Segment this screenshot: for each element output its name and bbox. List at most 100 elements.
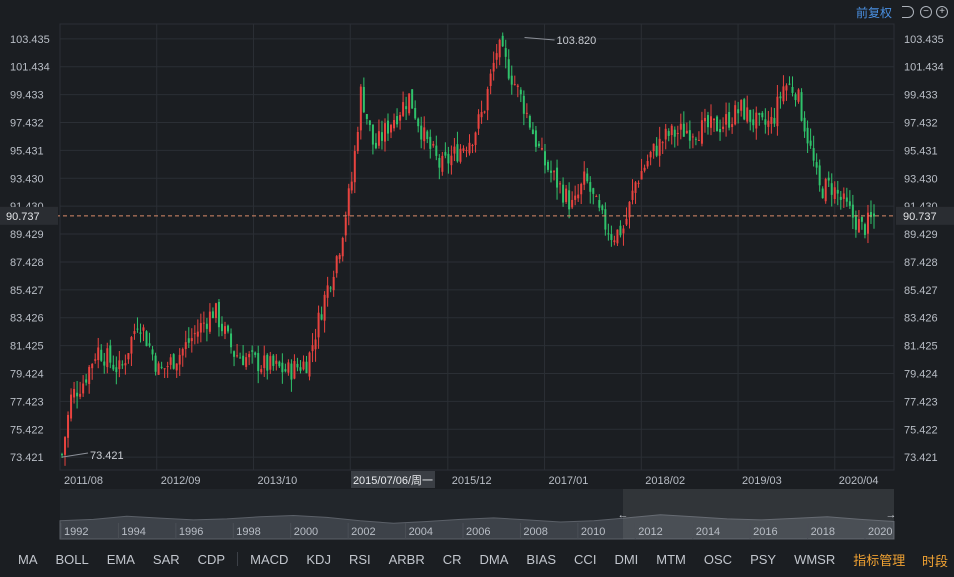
candle-body <box>175 363 178 371</box>
navigator-year-label: 2008 <box>523 526 547 538</box>
candle-body <box>468 142 471 154</box>
candle-body <box>233 351 236 357</box>
candle-body <box>115 367 118 373</box>
candle-body <box>516 85 519 87</box>
indicator-dma[interactable]: DMA <box>479 551 509 567</box>
candle-body <box>613 240 616 243</box>
candle-body <box>486 89 489 111</box>
candle-body <box>257 353 260 372</box>
candle-body <box>767 120 770 127</box>
period-button[interactable]: 时段 <box>921 554 948 569</box>
indicator-psy[interactable]: PSY <box>750 551 777 567</box>
candle-body <box>465 150 468 152</box>
undo-icon[interactable] <box>902 6 914 18</box>
candle-body <box>224 326 227 334</box>
x-tick-label: 2019/03 <box>742 475 782 487</box>
candle-body <box>658 138 661 156</box>
candle-body <box>184 342 187 350</box>
candle-body <box>438 157 441 168</box>
y-tick-label-left: 73.421 <box>10 452 44 464</box>
candle-body <box>353 151 356 183</box>
indicator-manage-button[interactable]: 指标管理 <box>853 552 906 568</box>
candle-body <box>239 357 242 359</box>
candle-body <box>163 368 166 370</box>
indicator-rsi[interactable]: RSI <box>348 551 371 567</box>
indicator-wmsr[interactable]: WMSR <box>794 551 836 567</box>
candle-body <box>580 183 583 195</box>
candle-body <box>79 393 82 397</box>
indicator-boll[interactable]: BOLL <box>55 551 89 567</box>
candle-body <box>836 189 839 194</box>
candle-body <box>269 356 272 370</box>
candle-body <box>444 151 447 156</box>
candle-body <box>592 188 595 194</box>
y-tick-label-left: 87.428 <box>10 257 44 269</box>
indicator-bias[interactable]: BIAS <box>526 551 557 567</box>
zoom-in-icon[interactable]: + <box>936 6 948 18</box>
candle-body <box>550 170 553 173</box>
candle-body <box>402 102 405 116</box>
indicator-kdj[interactable]: KDJ <box>306 551 331 567</box>
candle-body <box>64 437 67 455</box>
y-tick-label-right: 79.424 <box>904 368 938 380</box>
candle-body <box>202 322 205 324</box>
candle-body <box>794 94 797 101</box>
candle-body <box>740 100 743 111</box>
indicator-macd[interactable]: MACD <box>250 551 289 567</box>
indicator-dmi[interactable]: DMI <box>614 551 639 567</box>
candle-body <box>284 369 287 372</box>
navigator-right-handle-icon[interactable]: → <box>885 509 897 521</box>
candle-body <box>743 99 746 120</box>
candle-body <box>525 112 528 114</box>
indicator-cdp[interactable]: CDP <box>197 551 226 567</box>
candle-body <box>142 327 145 331</box>
indicator-arbr[interactable]: ARBR <box>388 551 425 567</box>
candle-body <box>157 363 160 375</box>
y-tick-label-left: 101.434 <box>10 62 50 74</box>
candle-body <box>661 142 664 144</box>
candle-body <box>396 116 399 125</box>
candle-body <box>821 188 824 199</box>
candle-body <box>287 362 290 373</box>
candle-body <box>205 323 208 329</box>
zoom-out-icon[interactable]: − <box>920 6 932 18</box>
indicator-cr[interactable]: CR <box>442 551 462 567</box>
candle-body <box>522 95 525 114</box>
candle-body <box>595 196 598 198</box>
candle-body <box>752 119 755 126</box>
candle-body <box>574 195 577 200</box>
candle-body <box>652 143 655 152</box>
candle-body <box>73 388 76 398</box>
indicator-cci[interactable]: CCI <box>574 551 597 567</box>
indicator-mtm[interactable]: MTM <box>656 551 686 567</box>
y-tick-label-left: 77.423 <box>10 396 44 408</box>
navigator-left-handle-icon[interactable]: ← <box>617 509 629 521</box>
y-tick-label-right: 89.429 <box>904 229 938 241</box>
candle-body <box>127 353 130 360</box>
y-tick-label-left: 97.432 <box>10 118 44 130</box>
navigator-year-label: 2010 <box>581 526 605 538</box>
candle-body <box>290 363 293 380</box>
candle-body <box>706 115 709 128</box>
navigator-year-label: 1998 <box>236 526 260 538</box>
candle-body <box>275 360 278 364</box>
candle-body <box>812 148 815 161</box>
candles <box>61 32 875 466</box>
indicator-ema[interactable]: EMA <box>106 551 135 567</box>
candle-body <box>447 153 450 164</box>
candle-body <box>88 366 91 385</box>
crosshair-price-right: 90.737 <box>903 211 937 223</box>
y-tick-label-right: 99.433 <box>904 90 938 102</box>
indicator-sar[interactable]: SAR <box>152 551 180 567</box>
candle-body <box>323 294 326 321</box>
candle-body <box>734 105 737 125</box>
adjust-mode-button[interactable]: 前复权 <box>855 5 892 20</box>
candle-body <box>103 361 106 366</box>
candle-body <box>133 331 136 334</box>
indicator-ma[interactable]: MA <box>18 551 38 567</box>
candle-body <box>187 338 190 343</box>
candle-body <box>266 354 269 371</box>
candle-body <box>725 114 728 125</box>
indicator-osc[interactable]: OSC <box>703 551 733 567</box>
